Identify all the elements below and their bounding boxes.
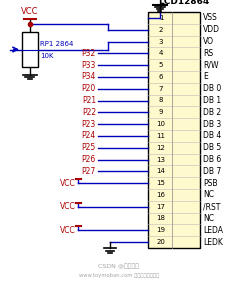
Text: R/W: R/W	[203, 60, 218, 70]
Text: www.toymoban.com 网络图片仅供展示: www.toymoban.com 网络图片仅供展示	[79, 273, 159, 277]
Text: P26: P26	[82, 155, 96, 164]
Text: 3: 3	[159, 39, 163, 45]
Text: 14: 14	[157, 168, 165, 174]
Text: NC: NC	[203, 190, 214, 199]
Text: 18: 18	[157, 216, 165, 222]
Text: LEDA: LEDA	[203, 226, 223, 235]
Text: P23: P23	[82, 120, 96, 129]
Text: CSDN @白云飞狗: CSDN @白云飞狗	[98, 263, 140, 269]
Text: 15: 15	[157, 180, 165, 186]
Text: LCD12864: LCD12864	[158, 0, 210, 6]
Text: 20: 20	[157, 239, 165, 245]
Text: P34: P34	[82, 72, 96, 82]
Text: 12: 12	[157, 145, 165, 151]
Text: LEDK: LEDK	[203, 238, 223, 247]
Text: RP1 2864: RP1 2864	[40, 41, 73, 47]
Text: 17: 17	[157, 204, 165, 210]
Text: VCC: VCC	[60, 179, 76, 188]
Text: 9: 9	[159, 109, 163, 115]
Text: 7: 7	[159, 86, 163, 92]
Text: VO: VO	[203, 37, 214, 46]
Text: RS: RS	[203, 49, 213, 58]
Text: 2: 2	[159, 27, 163, 33]
Text: P24: P24	[82, 131, 96, 140]
Text: 6: 6	[159, 74, 163, 80]
Bar	[148, 12, 200, 248]
Text: 16: 16	[157, 192, 165, 198]
Text: VCC: VCC	[21, 7, 39, 16]
Text: E: E	[203, 72, 208, 82]
Text: DB 6: DB 6	[203, 155, 221, 164]
Text: P33: P33	[82, 60, 96, 70]
Text: 13: 13	[157, 156, 165, 162]
Bar	[22, 32, 38, 67]
Text: 8: 8	[159, 97, 163, 103]
Text: NC: NC	[203, 214, 214, 223]
Text: 1: 1	[159, 15, 163, 21]
Text: VCC: VCC	[60, 202, 76, 211]
Text: DB 2: DB 2	[203, 108, 221, 117]
Text: P21: P21	[82, 96, 96, 105]
Text: VSS: VSS	[203, 13, 218, 22]
Text: DB 4: DB 4	[203, 131, 221, 140]
Text: 5: 5	[159, 62, 163, 68]
Text: 11: 11	[157, 133, 165, 139]
Text: 19: 19	[157, 227, 165, 233]
Text: /RST: /RST	[203, 202, 220, 211]
Text: P20: P20	[82, 84, 96, 93]
Text: P32: P32	[82, 49, 96, 58]
Text: DB 3: DB 3	[203, 120, 221, 129]
Text: 10K: 10K	[40, 53, 54, 60]
Text: DB 1: DB 1	[203, 96, 221, 105]
Text: PSB: PSB	[203, 179, 217, 188]
Text: VCC: VCC	[60, 226, 76, 235]
Text: DB 5: DB 5	[203, 143, 221, 152]
Text: DB 7: DB 7	[203, 167, 221, 176]
Text: P27: P27	[82, 167, 96, 176]
Text: 10: 10	[157, 121, 165, 127]
Text: P25: P25	[82, 143, 96, 152]
Text: P22: P22	[82, 108, 96, 117]
Text: VDD: VDD	[203, 25, 220, 34]
Text: DB 0: DB 0	[203, 84, 221, 93]
Text: 4: 4	[159, 50, 163, 56]
